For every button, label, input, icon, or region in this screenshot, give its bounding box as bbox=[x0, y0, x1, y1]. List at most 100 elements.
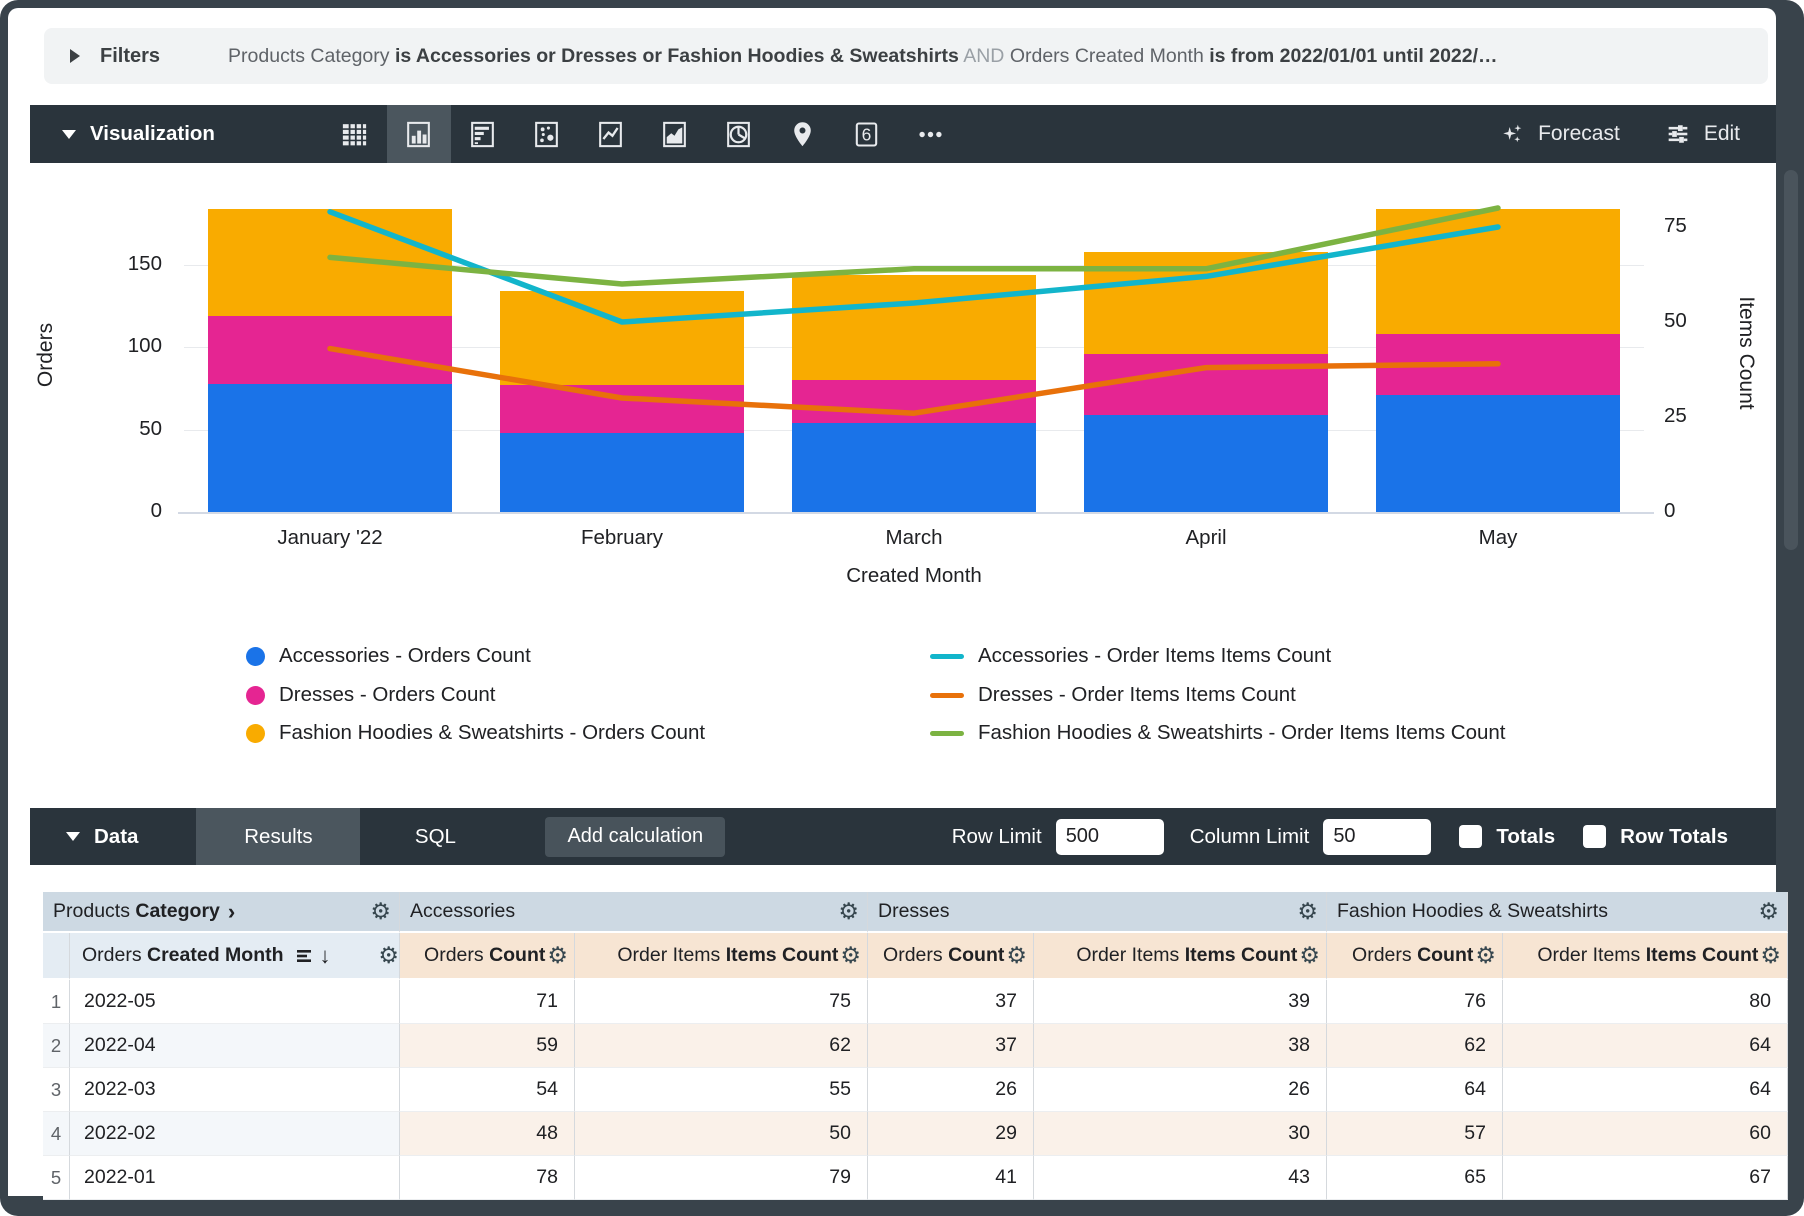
measure-cell[interactable]: 55 bbox=[575, 1068, 868, 1112]
measure-cell[interactable]: 75 bbox=[575, 980, 868, 1024]
measure-cell[interactable]: 30 bbox=[1034, 1112, 1327, 1156]
group-header[interactable]: Accessories ⚙ bbox=[400, 892, 868, 933]
bar-segment[interactable] bbox=[208, 383, 452, 512]
measure-cell[interactable]: 78 bbox=[400, 1156, 575, 1200]
bar-chart-icon[interactable] bbox=[451, 105, 515, 163]
measure-cell[interactable]: 50 bbox=[575, 1112, 868, 1156]
measure-cell[interactable]: 37 bbox=[868, 980, 1034, 1024]
pie-chart-icon[interactable] bbox=[707, 105, 771, 163]
bar-segment[interactable] bbox=[500, 385, 744, 433]
group-header[interactable]: Dresses ⚙ bbox=[868, 892, 1327, 933]
filters-bar[interactable]: Filters Products Category is Accessories… bbox=[44, 28, 1768, 84]
dimension-cell[interactable]: 2022-02 bbox=[70, 1112, 400, 1156]
forecast-button[interactable]: Forecast bbox=[1498, 120, 1620, 148]
add-calculation-button[interactable]: Add calculation bbox=[545, 816, 726, 857]
gear-icon[interactable]: ⚙ bbox=[370, 898, 391, 924]
measure-cell[interactable]: 64 bbox=[1503, 1024, 1788, 1068]
bar-segment[interactable] bbox=[500, 432, 744, 512]
data-section-toggle[interactable]: Data bbox=[30, 825, 138, 849]
chevron-right-icon[interactable]: › bbox=[227, 898, 236, 924]
measure-cell[interactable]: 54 bbox=[400, 1068, 575, 1112]
measure-cell[interactable]: 59 bbox=[400, 1024, 575, 1068]
measure-cell[interactable]: 80 bbox=[1503, 980, 1788, 1024]
dimension-cell[interactable]: 2022-04 bbox=[70, 1024, 400, 1068]
gear-icon[interactable]: ⚙ bbox=[547, 942, 568, 968]
line-chart-icon[interactable] bbox=[579, 105, 643, 163]
measure-cell[interactable]: 38 bbox=[1034, 1024, 1327, 1068]
measure-cell[interactable]: 26 bbox=[1034, 1068, 1327, 1112]
measure-column-header[interactable]: Orders Count ⚙ bbox=[1327, 933, 1503, 980]
measure-cell[interactable]: 64 bbox=[1327, 1068, 1503, 1112]
bar-segment[interactable] bbox=[792, 423, 1036, 512]
scatter-chart-icon[interactable] bbox=[515, 105, 579, 163]
group-header-products-category[interactable]: Products Category › ⚙ bbox=[43, 892, 400, 933]
tab-results[interactable]: Results bbox=[196, 808, 361, 865]
collapse-visualization-icon[interactable] bbox=[62, 129, 76, 139]
gear-icon[interactable]: ⚙ bbox=[1299, 942, 1320, 968]
measure-cell[interactable]: 71 bbox=[400, 980, 575, 1024]
column-chart-icon[interactable] bbox=[386, 105, 451, 163]
expand-filters-icon[interactable] bbox=[70, 49, 80, 63]
dimension-cell[interactable]: 2022-03 bbox=[70, 1068, 400, 1112]
collapse-data-icon[interactable] bbox=[66, 832, 80, 841]
bar-segment[interactable] bbox=[500, 291, 744, 386]
row-limit-input[interactable] bbox=[1055, 818, 1164, 855]
column-header-orders-created-month[interactable]: Orders Created Month ↓ ⚙ bbox=[70, 933, 400, 980]
gear-icon[interactable]: ⚙ bbox=[838, 898, 859, 924]
measure-cell[interactable]: 29 bbox=[868, 1112, 1034, 1156]
measure-cell[interactable]: 41 bbox=[868, 1156, 1034, 1200]
totals-checkbox[interactable] bbox=[1459, 825, 1483, 848]
legend-item[interactable]: Fashion Hoodies & Sweatshirts - Orders C… bbox=[246, 721, 705, 745]
bar-segment[interactable] bbox=[1084, 414, 1328, 512]
bar-segment[interactable] bbox=[792, 274, 1036, 381]
measure-cell[interactable]: 39 bbox=[1034, 980, 1327, 1024]
gear-icon[interactable]: ⚙ bbox=[1006, 942, 1027, 968]
gear-icon[interactable]: ⚙ bbox=[1760, 942, 1781, 968]
area-chart-icon[interactable] bbox=[643, 105, 707, 163]
column-limit-input[interactable] bbox=[1323, 818, 1432, 855]
measure-column-header[interactable]: Order Items Items Count ⚙ bbox=[1503, 933, 1788, 980]
map-pin-icon[interactable] bbox=[771, 105, 835, 163]
measure-cell[interactable]: 65 bbox=[1327, 1156, 1503, 1200]
measure-cell[interactable]: 79 bbox=[575, 1156, 868, 1200]
legend-item[interactable]: Dresses - Order Items Items Count bbox=[930, 683, 1296, 707]
more-icon[interactable] bbox=[899, 105, 963, 163]
tab-sql[interactable]: SQL bbox=[360, 808, 510, 865]
legend-item[interactable]: Accessories - Orders Count bbox=[246, 644, 531, 668]
gear-icon[interactable]: ⚙ bbox=[840, 942, 861, 968]
bar-segment[interactable] bbox=[1376, 395, 1620, 512]
measure-cell[interactable]: 64 bbox=[1503, 1068, 1788, 1112]
sort-descending-icon[interactable]: ↓ bbox=[319, 942, 331, 968]
measure-cell[interactable]: 26 bbox=[868, 1068, 1034, 1112]
legend-item[interactable]: Fashion Hoodies & Sweatshirts - Order It… bbox=[930, 721, 1506, 745]
measure-column-header[interactable]: Orders Count ⚙ bbox=[400, 933, 575, 980]
dimension-cell[interactable]: 2022-01 bbox=[70, 1156, 400, 1200]
measure-column-header[interactable]: Orders Count ⚙ bbox=[868, 933, 1034, 980]
group-header[interactable]: Fashion Hoodies & Sweatshirts ⚙ bbox=[1327, 892, 1788, 933]
gear-icon[interactable]: ⚙ bbox=[1758, 898, 1779, 924]
measure-cell[interactable]: 76 bbox=[1327, 980, 1503, 1024]
table-icon[interactable] bbox=[323, 105, 387, 163]
visualization-section-toggle[interactable]: Visualization bbox=[30, 122, 215, 146]
measure-cell[interactable]: 43 bbox=[1034, 1156, 1327, 1200]
row-totals-checkbox[interactable] bbox=[1583, 825, 1607, 848]
gear-icon[interactable]: ⚙ bbox=[1475, 942, 1496, 968]
measure-cell[interactable]: 62 bbox=[1327, 1024, 1503, 1068]
bar-segment[interactable] bbox=[1376, 209, 1620, 335]
measure-cell[interactable]: 48 bbox=[400, 1112, 575, 1156]
measure-cell[interactable]: 60 bbox=[1503, 1112, 1788, 1156]
measure-cell[interactable]: 37 bbox=[868, 1024, 1034, 1068]
vertical-scrollbar[interactable] bbox=[1784, 170, 1798, 550]
measure-column-header[interactable]: Order Items Items Count ⚙ bbox=[1034, 933, 1327, 980]
gear-icon[interactable]: ⚙ bbox=[1297, 898, 1318, 924]
legend-item[interactable]: Accessories - Order Items Items Count bbox=[930, 644, 1331, 668]
gear-icon[interactable]: ⚙ bbox=[378, 942, 399, 968]
measure-cell[interactable]: 67 bbox=[1503, 1156, 1788, 1200]
dimension-cell[interactable]: 2022-05 bbox=[70, 980, 400, 1024]
legend-item[interactable]: Dresses - Orders Count bbox=[246, 683, 495, 707]
measure-cell[interactable]: 62 bbox=[575, 1024, 868, 1068]
single-value-icon[interactable]: 6 bbox=[835, 105, 899, 163]
edit-button[interactable]: Edit bbox=[1664, 120, 1740, 148]
measure-column-header[interactable]: Order Items Items Count ⚙ bbox=[575, 933, 868, 980]
measure-cell[interactable]: 57 bbox=[1327, 1112, 1503, 1156]
